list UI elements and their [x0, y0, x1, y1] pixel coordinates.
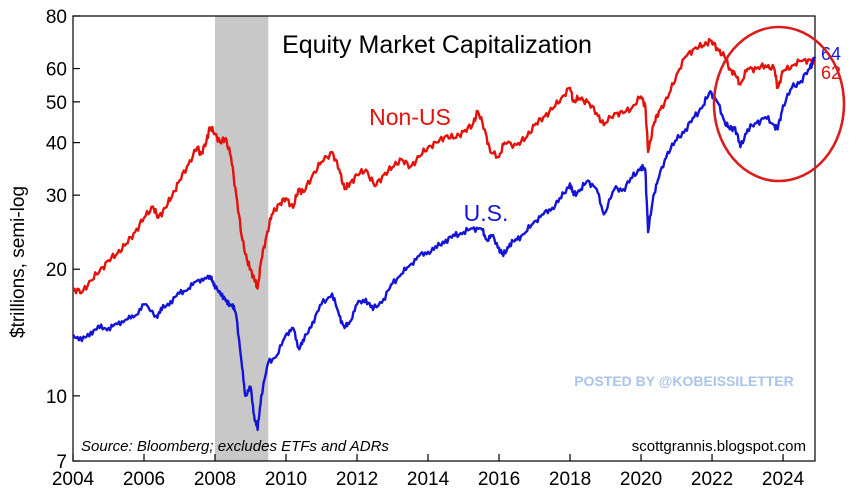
x-axis: 2004 2006 2008 2010 2012 2014 2016 2018 2020 2022…	[52, 454, 805, 490]
plot-frame	[72, 15, 816, 462]
y-axis-label: $trillions, semi-log	[8, 186, 29, 338]
y-tick-label: 80	[46, 7, 67, 28]
x-tick-label: 2018	[549, 469, 591, 490]
series-layer	[71, 37, 817, 432]
highlight-ellipse	[712, 25, 846, 183]
source-note: Source: Bloomberg; excludes ETFs and ADR…	[81, 438, 389, 455]
x-tick-label: 2020	[620, 469, 662, 490]
y-tick-label: 30	[46, 186, 67, 207]
y-axis: 7 10 20 30 40 50 60 80	[46, 7, 80, 473]
site-credit: scottgrannis.blogspot.com	[632, 438, 806, 455]
x-tick-label: 2024	[762, 469, 805, 490]
y-tick-label: 20	[46, 260, 67, 281]
y-tick-label: 7	[56, 452, 67, 473]
x-tick-label: 2022	[691, 469, 733, 490]
series-label-non-us: Non-US	[369, 104, 451, 130]
x-tick-label: 2010	[265, 469, 307, 490]
y-tick-label: 40	[46, 134, 67, 155]
x-tick-label: 2008	[194, 469, 236, 490]
chart-title: Equity Market Capitalization	[282, 31, 592, 59]
series-line-non-us	[72, 37, 816, 295]
series-line-us	[71, 56, 817, 432]
x-tick-label: 2004	[52, 469, 95, 490]
x-tick-label: 2014	[407, 469, 450, 490]
watermark: POSTED BY @KOBEISSILETTER	[574, 373, 794, 389]
series-label-us: U.S.	[464, 200, 509, 226]
y-tick-label: 10	[46, 387, 67, 408]
x-tick-label: 2012	[336, 469, 378, 490]
y-tick-label: 50	[46, 93, 67, 114]
x-tick-label: 2016	[478, 469, 520, 490]
x-tick-label: 2006	[123, 469, 165, 490]
y-tick-label: 60	[46, 60, 67, 81]
